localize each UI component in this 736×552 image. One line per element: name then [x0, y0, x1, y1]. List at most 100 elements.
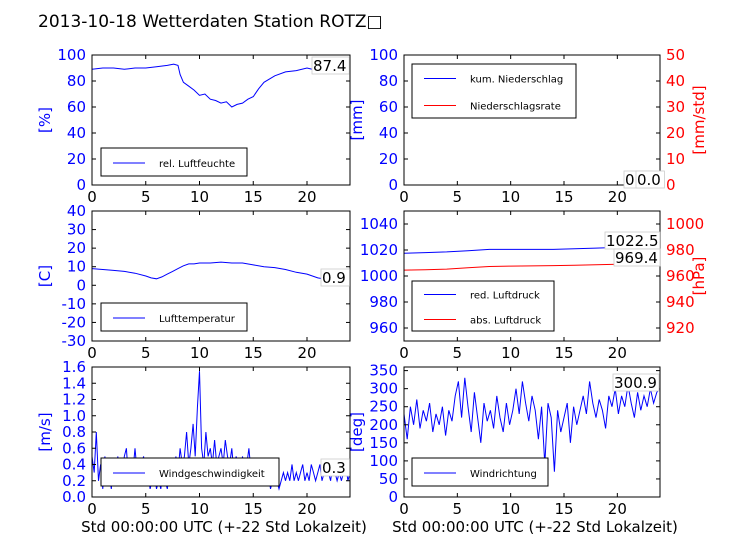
y-axis-label: [%] [36, 107, 54, 133]
y-tick-label: 10 [67, 258, 86, 276]
axes-frame-winddirection [403, 366, 661, 498]
current-value-label: 1022.5 [606, 232, 659, 250]
y2-tick-label: 40 [666, 72, 685, 90]
x-tick-label: 0 [399, 500, 409, 518]
panel-precipitation: 0 5 10 15 20 0 20 40 60 80 100 0 10 20 30 40 50 [mm] [mm/s… [348, 46, 708, 206]
x-tick-label: 20 [608, 188, 627, 206]
y-tick-label: 80 [67, 72, 86, 90]
x-tick-label: 10 [190, 500, 209, 518]
y-tick-label: 40 [67, 202, 86, 220]
x-tick-label: 20 [297, 344, 316, 362]
y-tick-label: 1.2 [62, 391, 86, 409]
y-tick-label: 40 [67, 124, 86, 142]
x-tick-label: 15 [554, 188, 573, 206]
legend-box-windspeed [100, 457, 280, 487]
y2-tick-label: 30 [666, 98, 685, 116]
y2-tick-label: 920 [666, 319, 695, 337]
y-tick-label: 20 [379, 150, 398, 168]
legend-entry: kum. Niederschlag [470, 75, 563, 86]
y-axis-label: [mm] [348, 100, 366, 141]
axes-frame-humidity [91, 54, 351, 186]
y-tick-label: 0.0 [62, 488, 86, 506]
current-value-label: 0.3 [322, 459, 346, 477]
y-tick-label: 960 [369, 319, 398, 337]
legend-entry: red. Luftdruck [470, 291, 540, 302]
value-box [320, 458, 350, 477]
x-tick-label: 20 [297, 500, 316, 518]
y-tick-label: 0 [76, 276, 86, 294]
legend-entry: Windrichtung [470, 469, 537, 480]
y-tick-label: 20 [67, 150, 86, 168]
y-tick-label: 1040 [360, 215, 398, 233]
panel-windspeed: 0 5 10 15 20 0.00.20.40.60.81.01.21.41.6 [m/s]… [36, 358, 367, 536]
value-box [311, 56, 350, 75]
y2-tick-label: 10 [666, 150, 685, 168]
y2-tick-label: 980 [666, 241, 695, 259]
series-line-winddirection-0 [403, 377, 661, 472]
x-tick-label: 0 [399, 188, 409, 206]
x-tick-label: 15 [244, 344, 263, 362]
y-tick-label: 1.0 [62, 407, 86, 425]
y-tick-label: 0.2 [62, 472, 86, 490]
x-tick-label: 5 [141, 188, 151, 206]
y-tick-label: 100 [369, 46, 398, 64]
current-value-label: 87.4 [313, 57, 346, 75]
y-tick-label: 30 [67, 221, 86, 239]
legend-entry: Lufttemperatur [159, 314, 236, 325]
y-tick-label: 60 [379, 98, 398, 116]
x-tick-label: 0 [87, 188, 97, 206]
x-tick-label: 15 [554, 500, 573, 518]
x-tick-label: 10 [501, 188, 520, 206]
legend-box-winddirection [411, 457, 549, 487]
x-tick-label: 15 [554, 344, 573, 362]
axes-frame-precipitation [403, 54, 661, 186]
y-tick-label: 100 [369, 452, 398, 470]
y2-tick-label: 940 [666, 293, 695, 311]
x-tick-label: 15 [244, 188, 263, 206]
legend-entry: rel. Luftfeuchte [159, 159, 235, 170]
y-tick-label: 980 [369, 293, 398, 311]
y-tick-label: 1.4 [62, 374, 86, 392]
panel-temperature: 0 5 10 15 20-30-20-10010203040[C]Lufttempera… [36, 202, 351, 362]
y-tick-label: 350 [369, 362, 398, 380]
x-tick-label: 10 [190, 188, 209, 206]
y-tick-label: 1020 [360, 241, 398, 259]
y2-tick-label: 20 [666, 124, 685, 142]
legend-box-pressure [411, 280, 555, 332]
y-tick-label: 150 [369, 434, 398, 452]
axes-frame-temperature [91, 210, 351, 342]
y-tick-label: 300 [369, 380, 398, 398]
y-tick-label: 0 [388, 176, 398, 194]
series-line-humidity-0 [91, 63, 351, 108]
y-tick-label: 250 [369, 398, 398, 416]
y-tick-label: 200 [369, 416, 398, 434]
legend-entry: Windgeschwindigkeit [159, 469, 265, 480]
x-tick-label: 20 [297, 188, 316, 206]
x-tick-label: 5 [141, 344, 151, 362]
value-box [613, 248, 661, 267]
x-axis-label: Std 00:00:00 UTC (+-22 Std Lokalzeit) [81, 518, 367, 536]
value-box [320, 268, 350, 287]
x-tick-label: 5 [453, 500, 463, 518]
x-tick-label: 0 [87, 500, 97, 518]
x-tick-label: 0 [399, 344, 409, 362]
y-tick-label: 1.6 [62, 358, 86, 376]
y-tick-label: -20 [62, 313, 87, 331]
x-tick-label: 10 [501, 500, 520, 518]
panel-humidity: 0 5 10 15 20 0 20 40 60 80 100 [%] rel. Luftfeuchte 8… [36, 46, 351, 206]
legend-entry: Niederschlagsrate [470, 102, 561, 113]
y2-tick-label: 0 [666, 176, 676, 194]
y2-tick-label: 960 [666, 267, 695, 285]
y2-axis-label: [hPa] [690, 257, 708, 296]
y2-tick-label: 1000 [666, 215, 704, 233]
legend-box-humidity [100, 147, 248, 177]
y-axis-label: [C] [36, 265, 54, 287]
legend-box-temperature [100, 302, 248, 332]
y-tick-label: 40 [379, 124, 398, 142]
panel-pressure: 0 5 10 15 20 960 980 1000 1020 1040 920 940 960 980 10… [360, 210, 708, 362]
y-tick-label: -10 [62, 295, 87, 313]
current-value-label: 0.9 [322, 269, 346, 287]
y2-axis-label: [mm/std] [690, 85, 708, 154]
y-axis-label: [m/s] [36, 412, 54, 451]
